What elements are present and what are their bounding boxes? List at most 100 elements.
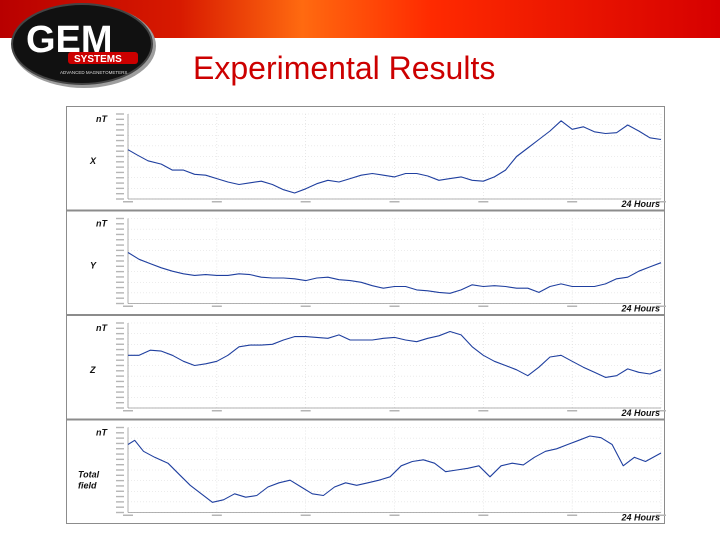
logo-systems-text: SYSTEMS — [74, 54, 122, 65]
tick-mark-3-4 — [478, 514, 489, 516]
ytick-mark-3-3 — [116, 442, 124, 445]
chart-panel-0: nT X 24 Hours — [66, 106, 666, 211]
tick-mark-0-6 — [656, 201, 666, 203]
ytick-mark-0-15 — [116, 192, 124, 195]
ytick-mark-2-13 — [116, 391, 124, 393]
chart-panel-1: nT Y 24 Hours — [66, 210, 666, 315]
ylabel-1: nT — [96, 219, 108, 229]
ylabel-2: nT — [96, 323, 108, 333]
series-label-2: Z — [89, 365, 96, 375]
ytick-mark-3-0 — [116, 426, 124, 429]
tick-mark-3-5 — [567, 514, 578, 516]
tick-mark-2-0 — [123, 410, 133, 412]
ytick-mark-0-16 — [116, 198, 124, 200]
ytick-mark-3-13 — [116, 495, 124, 498]
tick-mark-2-1 — [211, 410, 222, 412]
ytick-mark-2-6 — [116, 354, 124, 356]
tick-mark-0-5 — [567, 201, 578, 203]
tick-mark-2-3 — [389, 410, 400, 412]
ytick-mark-2-9 — [116, 370, 124, 372]
panel-frame-3 — [66, 419, 665, 524]
logo-tagline: ADVANCED MAGNETOMETERS — [60, 70, 127, 75]
tick-mark-1-0 — [123, 305, 133, 307]
ytick-mark-3-12 — [116, 490, 124, 492]
tick-mark-3-3 — [389, 514, 400, 516]
slide-title: Experimental Results — [193, 50, 496, 86]
ytick-mark-3-4 — [116, 448, 124, 450]
tick-mark-1-2 — [300, 305, 311, 307]
gem-systems-logo: GEM SYSTEMS ADVANCED MAGNETOMETERS — [11, 3, 156, 88]
ytick-mark-0-10 — [116, 166, 124, 168]
series-line-2 — [128, 330, 662, 378]
ytick-mark-0-7 — [116, 150, 124, 152]
ytick-mark-3-15 — [116, 506, 124, 508]
tick-mark-2-2 — [300, 410, 311, 412]
ytick-mark-1-13 — [116, 286, 124, 289]
ylabel-0: nT — [96, 114, 108, 124]
ytick-mark-0-2 — [116, 123, 124, 126]
ytick-mark-2-15 — [116, 401, 124, 404]
ytick-mark-3-11 — [116, 485, 124, 487]
ytick-mark-0-9 — [116, 161, 124, 163]
chart-panel-2: nT Z 24 Hours — [66, 315, 666, 420]
time-label-1: 24 Hours — [620, 304, 660, 314]
ytick-mark-3-2 — [116, 437, 124, 439]
tick-mark-1-4 — [478, 305, 489, 307]
ytick-mark-3-5 — [116, 453, 124, 455]
ytick-mark-1-5 — [116, 244, 124, 246]
series-line-0 — [127, 120, 662, 194]
tick-mark-3-2 — [300, 514, 311, 516]
ytick-mark-0-8 — [116, 155, 124, 158]
ytick-mark-2-8 — [116, 364, 124, 367]
ytick-mark-1-11 — [116, 276, 124, 278]
ytick-mark-2-12 — [116, 386, 124, 388]
ytick-mark-2-1 — [116, 327, 124, 330]
ytick-mark-2-4 — [116, 343, 124, 345]
ytick-mark-0-12 — [116, 177, 124, 179]
ytick-mark-1-3 — [116, 233, 124, 236]
tick-mark-3-6 — [656, 514, 666, 516]
tick-mark-2-6 — [656, 410, 666, 412]
ytick-mark-2-11 — [116, 380, 124, 383]
tick-mark-0-2 — [300, 201, 311, 203]
ytick-mark-1-1 — [116, 223, 124, 225]
ytick-mark-1-15 — [116, 297, 124, 299]
tick-mark-0-4 — [478, 201, 489, 203]
ytick-mark-3-6 — [116, 458, 124, 461]
series-line-3 — [127, 435, 662, 503]
ytick-mark-3-16 — [116, 511, 124, 514]
ytick-mark-2-10 — [116, 375, 124, 377]
ytick-mark-0-14 — [116, 187, 124, 190]
ytick-mark-1-6 — [116, 249, 124, 252]
ytick-mark-1-8 — [116, 260, 124, 262]
ytick-mark-1-0 — [116, 217, 124, 220]
tick-mark-1-6 — [656, 305, 666, 307]
ytick-mark-0-1 — [116, 118, 124, 121]
time-label-0: 24 Hours — [620, 199, 660, 209]
panel-frame-1 — [66, 210, 665, 315]
ytick-mark-3-14 — [116, 501, 124, 503]
ytick-mark-1-4 — [116, 239, 124, 241]
ytick-mark-2-3 — [116, 338, 124, 340]
ytick-mark-2-16 — [116, 407, 124, 409]
ytick-mark-1-12 — [116, 281, 124, 283]
tick-mark-3-0 — [123, 514, 133, 516]
ylabel-3: nT — [96, 428, 108, 438]
ytick-mark-2-2 — [116, 332, 124, 335]
ytick-mark-0-6 — [116, 145, 124, 147]
ytick-mark-1-16 — [116, 302, 124, 305]
ytick-mark-3-8 — [116, 469, 124, 471]
tick-mark-3-1 — [211, 514, 222, 516]
time-label-2: 24 Hours — [620, 408, 660, 418]
ytick-mark-1-9 — [116, 265, 124, 268]
tick-mark-0-0 — [123, 201, 133, 203]
ytick-mark-0-13 — [116, 182, 124, 184]
tick-mark-2-4 — [478, 410, 489, 412]
time-label-3: 24 Hours — [620, 513, 660, 523]
tick-mark-0-3 — [389, 201, 400, 203]
ytick-mark-1-14 — [116, 292, 124, 294]
magnetometer-chart: nT X 24 Hours nT Y 24 Hours nT Z 24 Hours nT Total… — [66, 106, 666, 524]
chart-panel-3: nT Total field 24 Hours — [66, 419, 666, 524]
tick-mark-1-3 — [389, 305, 400, 307]
tick-mark-1-1 — [211, 305, 222, 307]
